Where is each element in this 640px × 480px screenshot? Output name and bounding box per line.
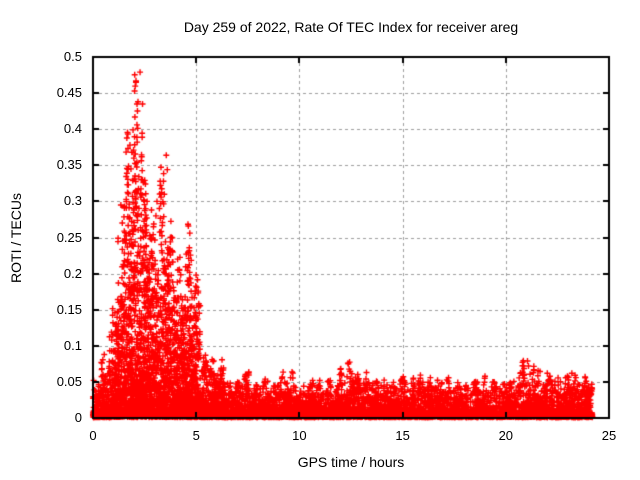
y-axis-label: ROTI / TECUs [8,193,24,283]
x-tick-label: 25 [601,428,617,443]
y-tick-label: 0.3 [63,193,82,209]
y-tick-label: 0.35 [56,157,82,173]
x-tick-label: 20 [498,428,514,443]
x-tick-label: 10 [292,428,307,443]
x-tick-label: 0 [89,428,97,443]
y-tick-label: 0.25 [56,229,82,245]
y-tick-label: 0.45 [56,85,82,101]
y-tick-label: 0.1 [63,337,82,353]
y-tick-label: 0 [74,410,82,425]
y-tick-label: 0.5 [63,49,82,64]
y-tick-label: 0.2 [63,265,82,281]
x-tick-label: 5 [192,428,200,443]
y-tick-label: 0.05 [56,373,82,389]
y-tick-label: 0.4 [63,121,82,137]
x-tick-label: 15 [395,428,410,443]
y-tick-label: 0.15 [56,301,82,317]
x-axis-label: GPS time / hours [297,454,405,470]
chart-title: Day 259 of 2022, Rate Of TEC Index for r… [183,19,519,35]
